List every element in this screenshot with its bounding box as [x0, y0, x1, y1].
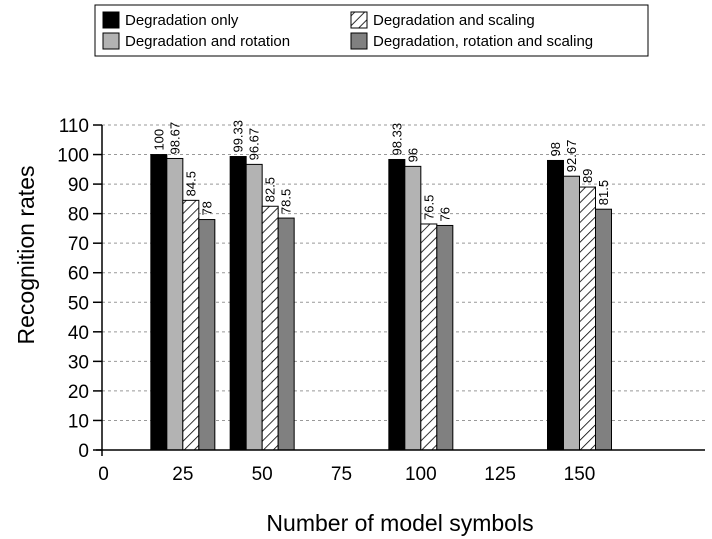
legend-swatch-degradation-and-rotation [102, 32, 120, 50]
bar-degradation-and-rotation [245, 163, 263, 451]
bar-degradation-only [229, 156, 247, 451]
y-axis-title: Recognition rates [13, 166, 39, 345]
data-label: 89 [580, 169, 595, 183]
legend-box [94, 4, 649, 57]
data-label: 98.33 [389, 123, 404, 156]
x-tick-label: 125 [484, 464, 516, 485]
legend-label: Degradation only [125, 12, 239, 29]
x-tick-label: 100 [405, 464, 437, 485]
bar-degradation-only [546, 159, 564, 451]
bar-degradation-rotation-and-scaling [436, 224, 454, 451]
legend-label: Degradation and scaling [373, 12, 535, 29]
bar-degradation-and-scaling [578, 186, 596, 451]
data-label: 100 [151, 129, 166, 151]
x-axis-title: Number of model symbols [266, 510, 533, 536]
data-label: 96.67 [247, 128, 262, 161]
data-label: 78 [199, 201, 214, 215]
y-tick-label: 70 [68, 234, 89, 255]
data-label: 84.5 [183, 171, 198, 196]
legend-label: Degradation, rotation and scaling [373, 33, 593, 50]
x-tick-label: 50 [252, 464, 273, 485]
data-label: 92.67 [564, 140, 579, 173]
data-label: 96 [405, 148, 420, 162]
y-tick-label: 90 [68, 175, 89, 196]
y-tick-label: 50 [68, 293, 89, 314]
legend-label: Degradation and rotation [125, 33, 290, 50]
data-label: 98.67 [167, 122, 182, 155]
data-label: 82.5 [263, 177, 278, 202]
bar-degradation-and-rotation [562, 175, 580, 451]
y-tick-label: 80 [68, 205, 89, 226]
bar-degradation-rotation-and-scaling [594, 208, 612, 451]
bar-degradation-only [388, 158, 406, 451]
bar-degradation-rotation-and-scaling [198, 219, 216, 451]
legend-swatch-degradation-rotation-and-scaling [350, 32, 368, 50]
bar-degradation-and-scaling [182, 199, 200, 451]
bar-degradation-and-rotation [404, 165, 422, 451]
y-tick-label: 30 [68, 352, 89, 373]
x-tick-label: 75 [331, 464, 352, 485]
axes: 0 10 20 30 40 50 60 70 80 90 100 110 0 25 50 75 100 125 15… [57, 116, 705, 485]
y-tick-label: 0 [78, 441, 89, 462]
x-tick-label: 25 [172, 464, 193, 485]
bar-degradation-and-rotation [166, 157, 184, 451]
y-tick-label: 10 [68, 411, 89, 432]
bar-degradation-and-scaling [261, 205, 279, 451]
data-label: 81.5 [596, 180, 611, 205]
data-labels: 100 98.67 84.578 99.33 96.67 82.5 78.5 98.33 96 7… [151, 120, 611, 221]
data-label: 98 [548, 142, 563, 156]
x-tick-label: 150 [564, 464, 596, 485]
y-tick-label: 20 [68, 382, 89, 403]
data-label: 99.33 [231, 120, 246, 153]
y-tick-label: 110 [59, 116, 89, 137]
y-tick-label: 40 [68, 323, 89, 344]
bar-degradation-rotation-and-scaling [277, 217, 295, 451]
legend-swatch-degradation-only [102, 11, 120, 29]
y-tick-label: 60 [68, 264, 89, 285]
x-tick-label: 0 [98, 464, 109, 485]
y-tick-label: 100 [57, 146, 89, 167]
data-label: 78.5 [279, 189, 294, 214]
data-label: 76.5 [421, 195, 436, 220]
legend-swatch-degradation-and-scaling [350, 11, 368, 29]
legend: Degradation only Degradation and scaling D… [94, 4, 649, 57]
bar-degradation-and-scaling [420, 223, 438, 451]
bar-degradation-only [150, 154, 168, 451]
data-label: 76 [437, 207, 452, 221]
